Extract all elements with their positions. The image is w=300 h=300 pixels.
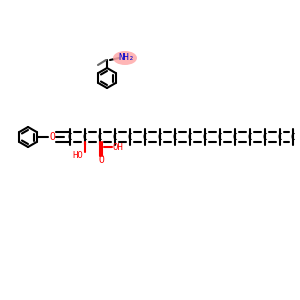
Text: C: C xyxy=(113,133,117,142)
Text: C: C xyxy=(173,133,177,142)
Text: C: C xyxy=(263,133,267,142)
Text: OH: OH xyxy=(112,142,123,152)
Text: C: C xyxy=(143,133,147,142)
Text: C: C xyxy=(98,133,102,142)
Text: C: C xyxy=(158,133,162,142)
Text: HO: HO xyxy=(73,152,83,160)
Text: C: C xyxy=(278,133,282,142)
Ellipse shape xyxy=(113,51,137,65)
Text: C: C xyxy=(83,133,87,142)
Text: C: C xyxy=(233,133,237,142)
Text: O: O xyxy=(49,132,55,142)
Text: O: O xyxy=(98,155,104,165)
Text: C: C xyxy=(248,133,252,142)
Text: C: C xyxy=(203,133,207,142)
Text: C: C xyxy=(68,133,72,142)
Text: C: C xyxy=(128,133,132,142)
Text: NH₂: NH₂ xyxy=(118,53,134,62)
Text: C: C xyxy=(218,133,222,142)
Text: C: C xyxy=(291,133,295,142)
Text: C: C xyxy=(188,133,192,142)
